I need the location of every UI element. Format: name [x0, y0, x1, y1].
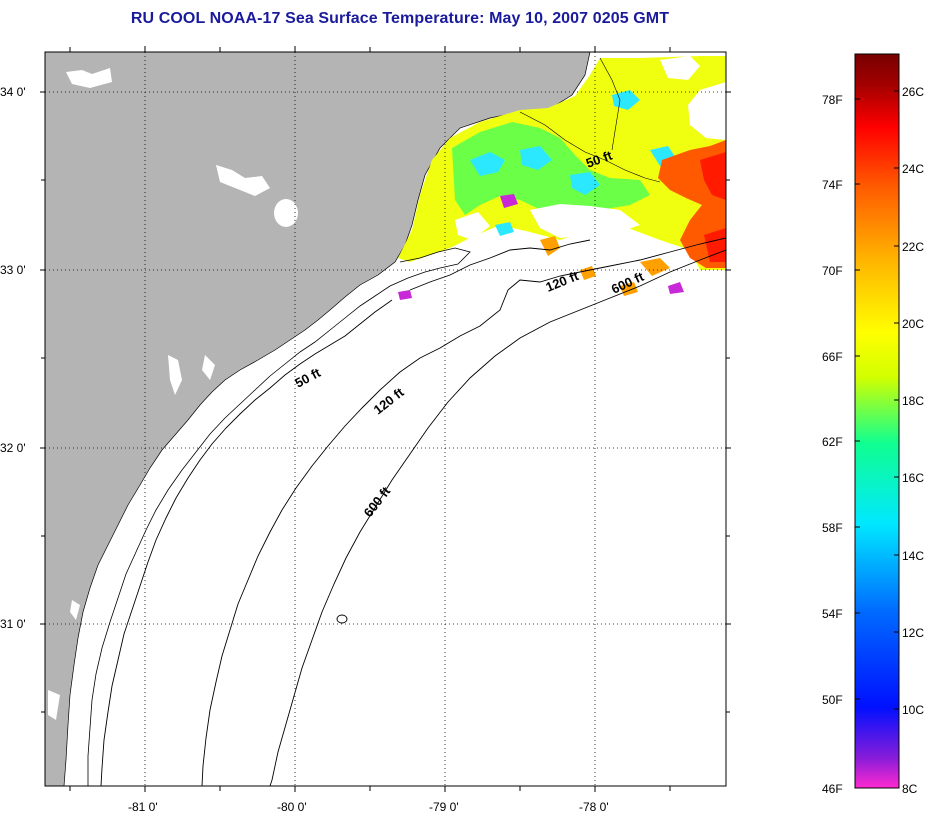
coastal-marsh-4: [70, 600, 80, 620]
map-panel: [45, 52, 726, 786]
inland-lake-3: [66, 68, 112, 88]
coastal-marsh-3: [48, 690, 60, 720]
colorbar: 78F 74F 70F 66F 62F 58F 54F 50F 46F 26C …: [822, 53, 924, 796]
lon-label-81: -81 0': [128, 800, 158, 814]
cloud-mask-4: [455, 212, 490, 240]
lat-labels: 34 0' 33 0' 32 0' 31 0': [0, 85, 26, 631]
contour-120ft: [201, 237, 726, 786]
lat-label-32: 32 0': [0, 441, 26, 455]
colorbar-c-label: 16C: [902, 471, 924, 485]
colorbar-f-label: 58F: [822, 521, 843, 535]
colorbar-c-label: 22C: [902, 240, 924, 254]
cloud-mask-1: [660, 56, 700, 80]
lon-label-79: -79 0': [429, 800, 459, 814]
inland-lake-1: [216, 165, 270, 196]
colorbar-c-label: 14C: [902, 549, 924, 563]
colorbar-c-label: 10C: [902, 703, 924, 717]
colorbar-f-label: 54F: [822, 607, 843, 621]
lon-label-80: -80 0': [277, 800, 307, 814]
inland-lake-2: [274, 199, 298, 227]
colorbar-f-labels: 78F 74F 70F 66F 62F 58F 54F 50F 46F: [822, 93, 843, 796]
map-frame: [44, 51, 727, 787]
lat-label-31: 31 0': [0, 617, 26, 631]
colorbar-f-label: 70F: [822, 264, 843, 278]
colorbar-c-label: 26C: [902, 85, 924, 99]
sst-red-core: [700, 152, 726, 262]
lat-label-33: 33 0': [0, 263, 26, 277]
colorbar-c-label: 12C: [902, 626, 924, 640]
colorbar-f-label: 74F: [822, 178, 843, 192]
coastline-detail: [87, 247, 471, 786]
colorbar-f-label: 78F: [822, 93, 843, 107]
colorbar-f-label: 46F: [822, 782, 843, 796]
lon-labels: -81 0' -80 0' -79 0' -78 0': [128, 800, 609, 814]
colorbar-c-label: 8C: [902, 782, 918, 796]
map-title: RU COOL NOAA-17 Sea Surface Temperature:…: [130, 10, 670, 27]
seamount-contour: [336, 614, 348, 624]
colorbar-f-label: 50F: [822, 693, 843, 707]
map-ticks: [40, 46, 731, 792]
contour-600ft: [269, 249, 726, 786]
lon-label-78: -78 0': [579, 800, 609, 814]
sst-green-region: [452, 122, 650, 215]
colorbar-c-label: 24C: [902, 162, 924, 176]
lat-label-34: 34 0': [0, 85, 26, 99]
colorbar-ticks: [855, 90, 899, 710]
coastal-marsh-2: [202, 355, 215, 380]
colorbar-f-label: 66F: [822, 350, 843, 364]
contour-50ft: [100, 239, 591, 786]
colorbar-c-label: 20C: [902, 317, 924, 331]
cloud-mask-2: [688, 82, 726, 140]
colorbar-f-label: 62F: [822, 435, 843, 449]
coastal-marsh-1: [168, 355, 182, 395]
colorbar-scale: [854, 53, 900, 789]
cloud-mask-3: [530, 204, 640, 238]
colorbar-c-labels: 26C 24C 22C 20C 18C 16C 14C 12C 10C 8C: [902, 85, 924, 796]
colorbar-c-label: 18C: [902, 394, 924, 408]
sst-orange-patches: [540, 236, 670, 296]
graticule: [45, 52, 726, 786]
